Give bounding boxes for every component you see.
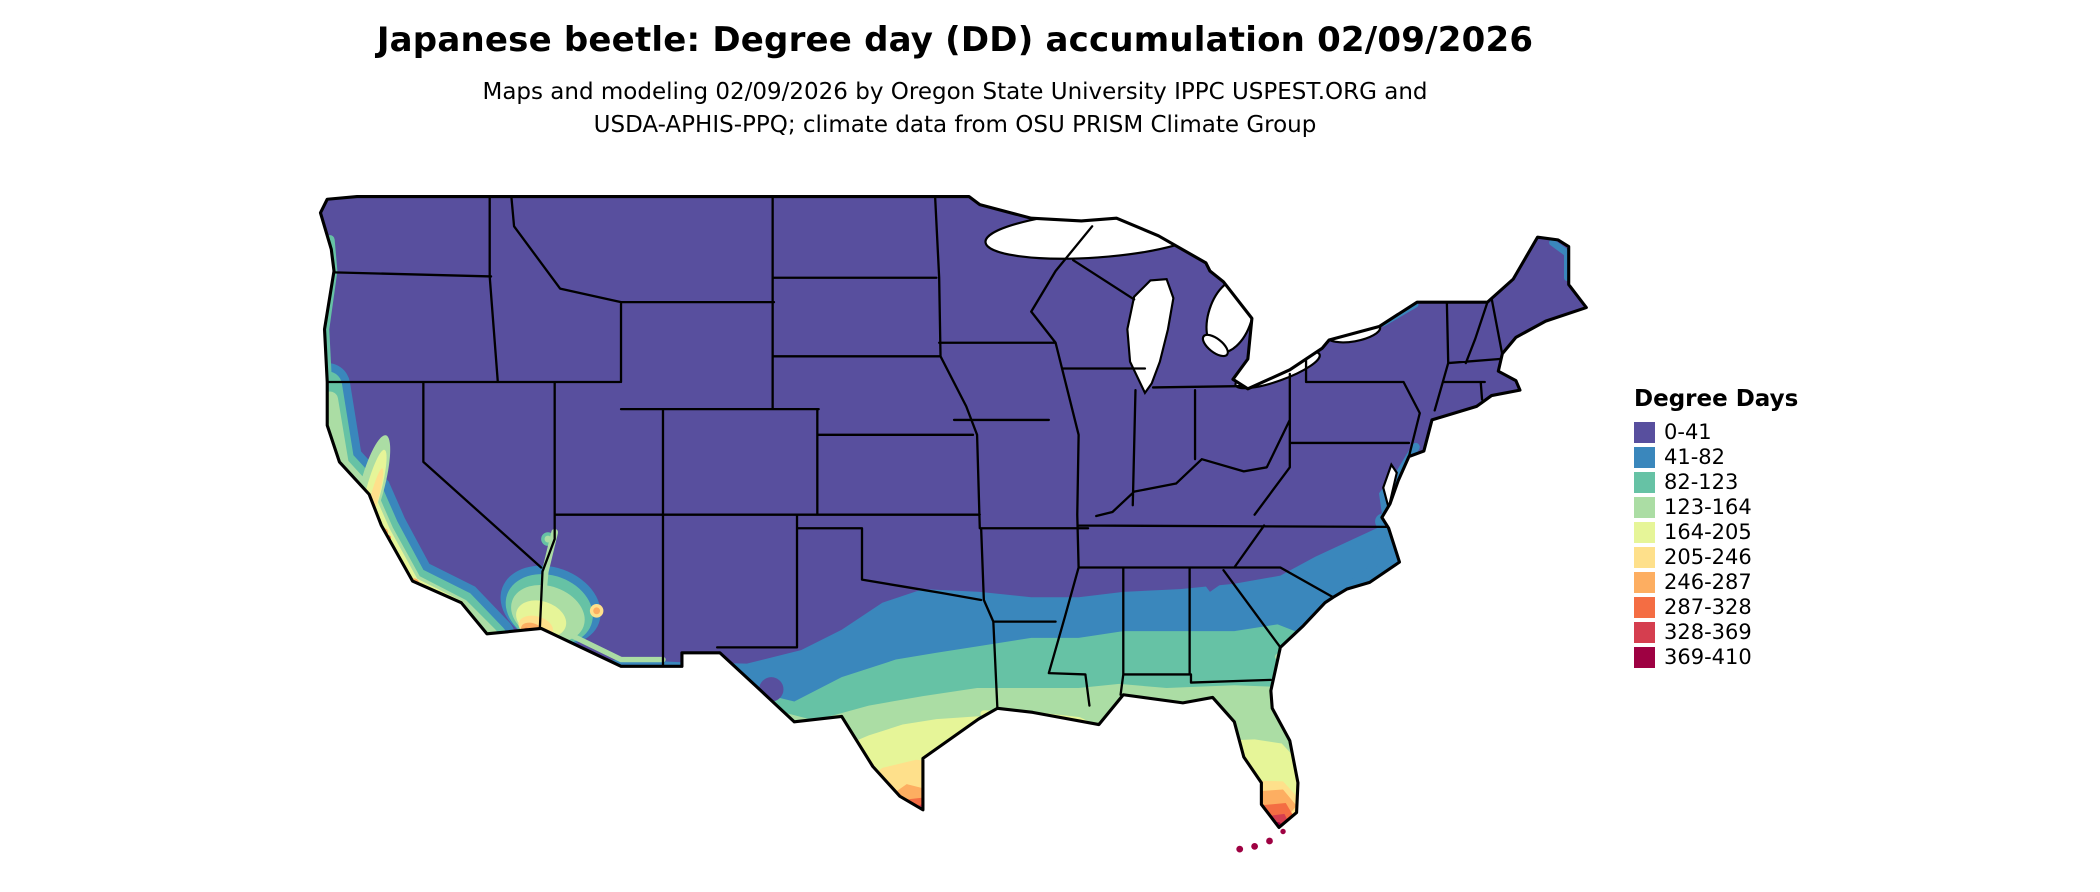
chesapeake-bay xyxy=(1382,462,1398,509)
legend-entry: 123-164 xyxy=(1634,497,1798,518)
legend-swatch xyxy=(1634,572,1655,593)
legend-swatch xyxy=(1634,622,1655,643)
legend-entry: 41-82 xyxy=(1634,447,1798,468)
legend-swatch xyxy=(1634,597,1655,618)
florida-keys xyxy=(1236,828,1286,853)
us-degree-day-map xyxy=(318,194,1588,853)
legend-entry: 82-123 xyxy=(1634,472,1798,493)
saginaw-bay xyxy=(1201,333,1229,358)
legend-entry: 246-287 xyxy=(1634,572,1798,593)
legend-title: Degree Days xyxy=(1634,386,1799,412)
legend-label: 287-328 xyxy=(1664,595,1752,619)
legend-entry: 164-205 xyxy=(1634,522,1798,543)
legend-entry: 205-246 xyxy=(1634,547,1798,568)
lake-michigan xyxy=(1126,277,1175,395)
legend-entry: 328-369 xyxy=(1634,622,1798,643)
legend-label: 369-410 xyxy=(1664,645,1752,669)
subtitle: Maps and modeling 02/09/2026 by Oregon S… xyxy=(0,76,1910,142)
subtitle-line-1: Maps and modeling 02/09/2026 by Oregon S… xyxy=(482,79,1428,105)
legend-label: 328-369 xyxy=(1664,620,1752,644)
legend-label: 123-164 xyxy=(1664,495,1752,519)
header: Japanese beetle: Degree day (DD) accumul… xyxy=(0,20,1910,142)
legend-label: 246-287 xyxy=(1664,570,1752,594)
legend-label: 164-205 xyxy=(1664,520,1752,544)
legend-label: 41-82 xyxy=(1664,445,1726,469)
band-base-0-41 xyxy=(320,196,1587,828)
legend-label: 0-41 xyxy=(1664,420,1712,444)
legend-swatch xyxy=(1634,647,1655,668)
state-borders xyxy=(326,196,1504,710)
legend-entry: 0-41 xyxy=(1634,422,1798,443)
legend-swatch xyxy=(1634,497,1655,518)
legend-swatch xyxy=(1634,522,1655,543)
legend-swatch xyxy=(1634,447,1655,468)
legend-swatch xyxy=(1634,422,1655,443)
page-title: Japanese beetle: Degree day (DD) accumul… xyxy=(376,20,1534,60)
legend-entry: 369-410 xyxy=(1634,647,1798,668)
legend-label: 82-123 xyxy=(1664,470,1739,494)
legend-swatch xyxy=(1634,547,1655,568)
subtitle-line-2: USDA-APHIS-PPQ; climate data from OSU PR… xyxy=(593,112,1317,138)
legend: Degree Days 0-41 41-82 82-123 123-164 16… xyxy=(1634,386,1798,672)
legend-label: 205-246 xyxy=(1664,545,1752,569)
map-fill-layers xyxy=(320,196,1587,828)
legend-swatch xyxy=(1634,472,1655,493)
legend-entry: 287-328 xyxy=(1634,597,1798,618)
